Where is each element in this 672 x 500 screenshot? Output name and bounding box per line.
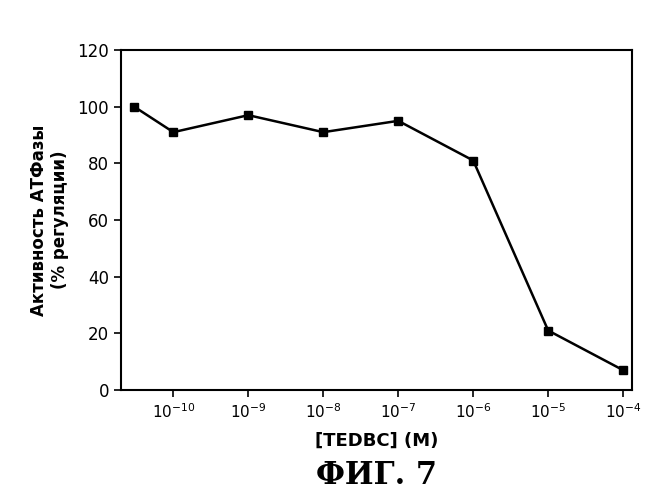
X-axis label: [TEDBC] (M): [TEDBC] (M) <box>314 432 438 450</box>
Y-axis label: Активность АТФазы
(% регуляции): Активность АТФазы (% регуляции) <box>30 124 69 316</box>
Text: ФИГ. 7: ФИГ. 7 <box>316 460 437 490</box>
